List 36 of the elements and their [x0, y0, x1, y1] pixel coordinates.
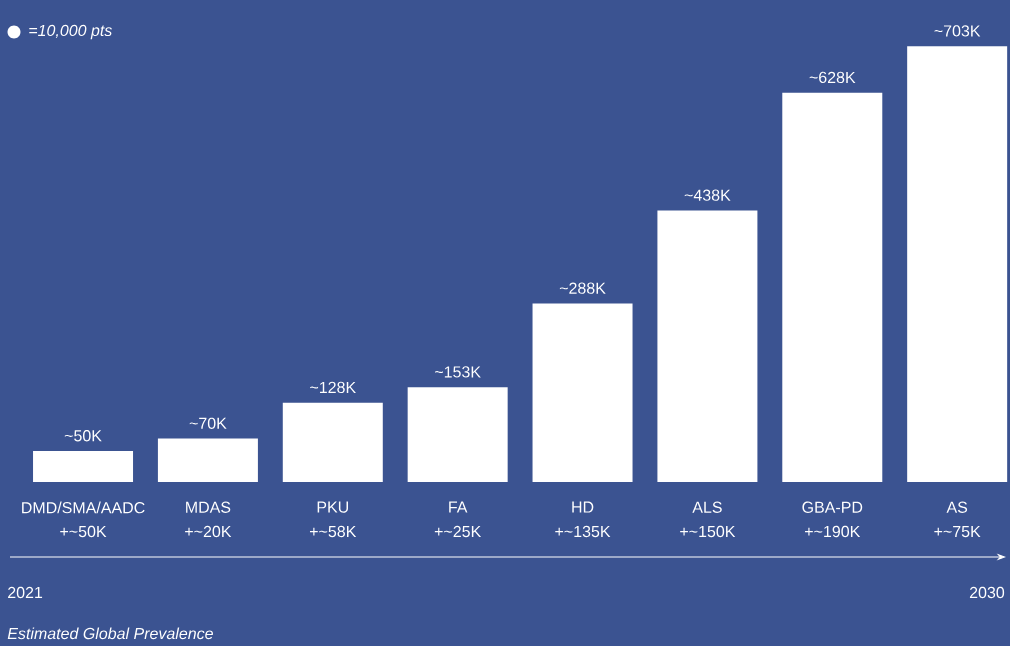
text: 2030: [969, 586, 1005, 599]
data-label: ~70K: [189, 417, 227, 429]
x-tick-label: FA: [449, 501, 468, 513]
bar: [782, 92, 883, 482]
legend-title: =10,000 pts: [29, 24, 112, 40]
text: +~75K: [934, 526, 981, 538]
data-label: ~628K: [809, 71, 856, 84]
x-tick-label: AS: [946, 501, 968, 513]
text: +~190K: [805, 525, 861, 538]
bar: [407, 387, 508, 482]
data-label: ~153K: [435, 366, 481, 378]
x-tick-label: PKU: [317, 501, 348, 513]
x-tick-label: HD: [572, 501, 594, 513]
text: +~58K: [309, 525, 357, 538]
text: +~135K: [555, 525, 611, 538]
data-label: ~50K: [64, 430, 102, 442]
x-tick-label: GBA-PD: [802, 501, 863, 513]
text: +~150K: [680, 525, 736, 538]
text: +~50K: [60, 525, 107, 538]
bar: [282, 402, 383, 482]
text: 2021: [8, 586, 43, 599]
bar: [907, 46, 1008, 482]
bar: [532, 303, 633, 482]
data-label: ~703K: [934, 25, 981, 37]
text: +~20K: [185, 525, 232, 538]
data-label: ~128K: [310, 381, 356, 394]
data-label: ~438K: [684, 189, 731, 201]
bar: [33, 451, 134, 482]
data-label: ~288K: [559, 282, 606, 294]
bar: [657, 210, 758, 482]
x-tick-label: DMD/SMA/AADC: [22, 501, 145, 514]
x-tick-label: MDAS: [186, 501, 231, 513]
text: Estimated Global Prevalence: [7, 627, 213, 640]
x-tick-label: ALS: [692, 501, 722, 513]
bar: [157, 438, 258, 482]
text: +~25K: [434, 525, 482, 538]
